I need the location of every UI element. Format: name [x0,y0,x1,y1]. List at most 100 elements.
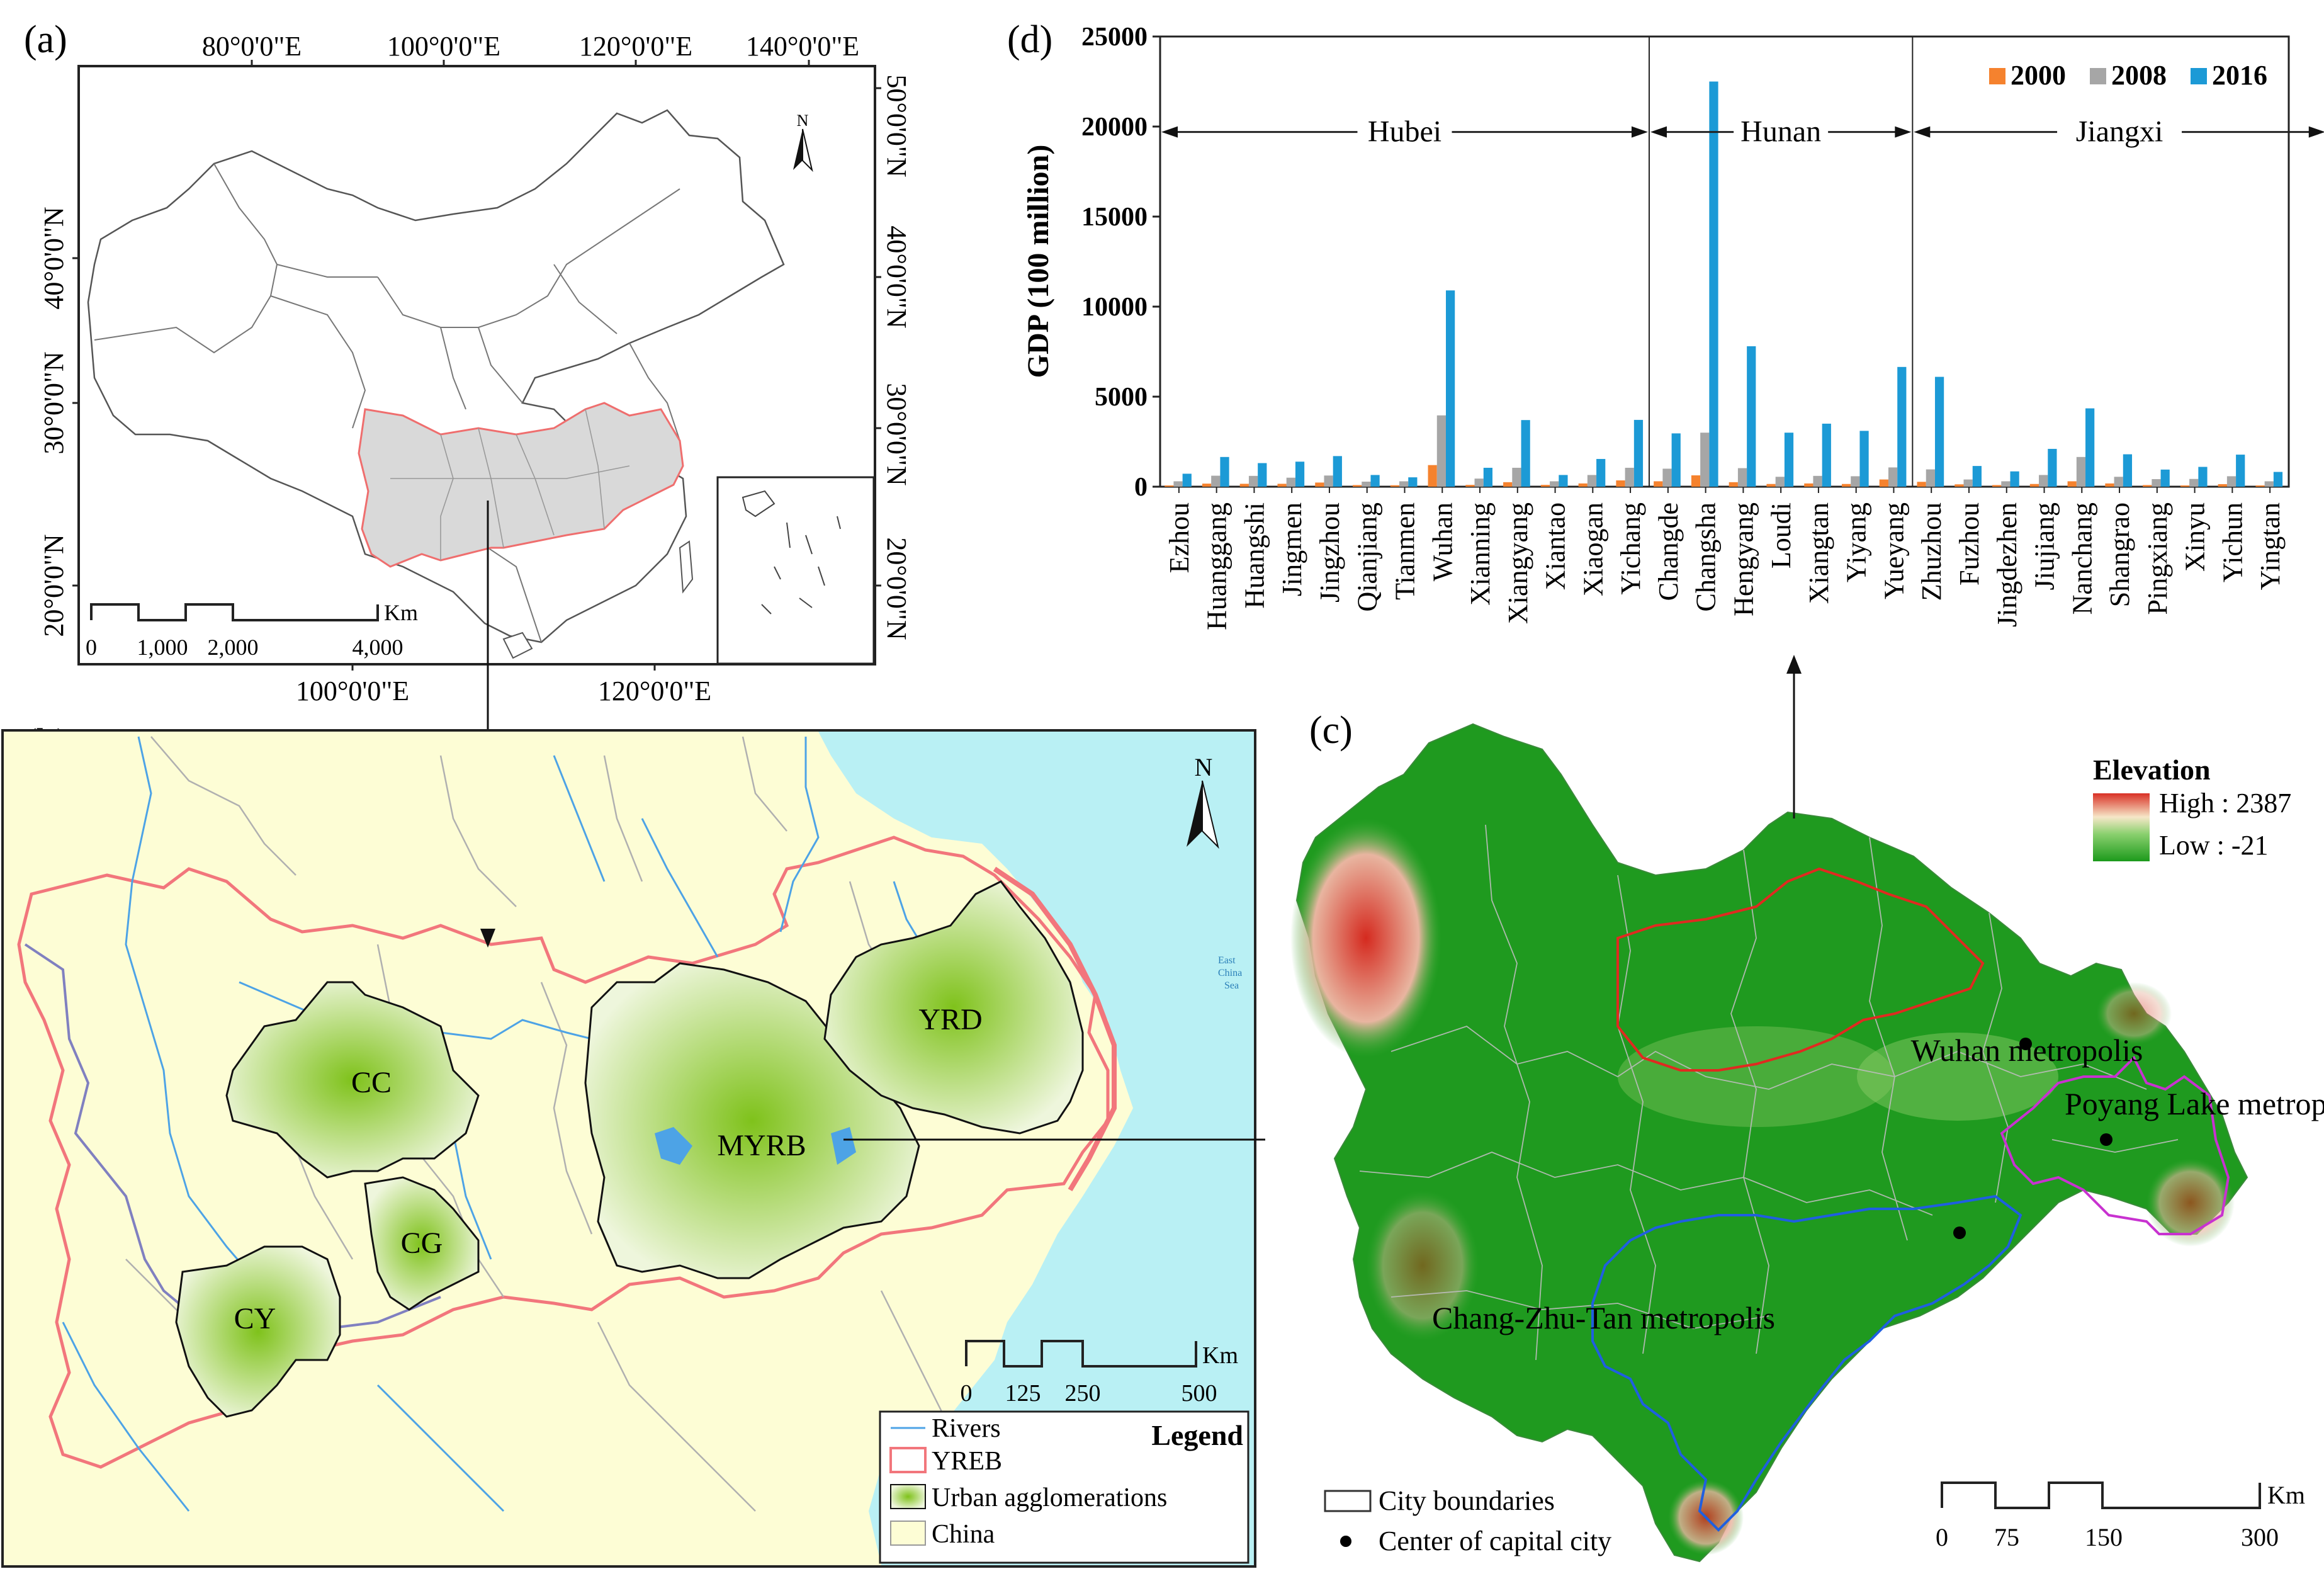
bar-yingtan-2000 [2255,485,2265,487]
bar-changsha-2000 [1691,475,1701,487]
bar-yichang-2000 [1616,480,1625,487]
bar-tianmen-2008 [1399,481,1409,487]
bar-xianning-2016 [1483,467,1492,487]
bar-hengyang-2008 [1737,468,1747,487]
legend-swatch-2008 [2090,68,2106,84]
lon-label-top-4: 140°0'0"E [746,31,859,62]
metro-label-wuhan: Wuhan metropolis [1911,1033,2143,1068]
agglomeration-yrd [823,880,1084,1135]
bar-xiangyang-2016 [1521,420,1530,487]
bar-fuzhou-2016 [1972,466,1982,487]
legend-label-2000: 2000 [2011,60,2066,91]
bar-xiangyang-2000 [1503,482,1513,487]
czt-metropolis-boundary [1591,1194,2022,1532]
scale-bar-a [90,603,379,621]
wuhan-metropolis-boundary [1616,867,1985,1072]
metro-label-czt: Chang-Zhu-Tan metropolis [1432,1300,1775,1335]
legend-b [879,1410,1249,1564]
province-label-bg [1734,113,1829,151]
x-tick-label: Jingzhou [1314,502,1345,603]
x-tick-label: Hengyang [1728,502,1759,616]
scale-tick-c-1: 0 [1936,1523,1948,1551]
panel-c-map: Wuhan metropolis Poyang Lake metropolis … [1290,699,2324,1563]
bar-huanggang-2016 [1220,456,1229,487]
scale-tick-c-4: 300 [2241,1523,2279,1551]
scale-tick-a-3: 2,000 [208,635,259,660]
agglomeration-cy [175,1245,341,1418]
x-tick-label: Xianning [1465,502,1496,606]
scale-tick-b-4: 500 [1182,1380,1217,1407]
legend-b-item-china: China [932,1520,995,1549]
elevation-title: Elevation [2093,754,2211,786]
bar-xiaogan-2000 [1578,483,1588,487]
legend-c-capital-center: Center of capital city [1379,1526,1611,1556]
legend-b-item-rivers: Rivers [932,1414,1001,1443]
bar-pingxiang-2008 [2152,479,2161,487]
bar-tianmen-2000 [1390,485,1400,487]
bar-xinyu-2016 [2198,467,2208,487]
x-tick-label: Huangshi [1239,502,1270,609]
x-tick-label: Wuhan [1427,502,1458,581]
north-label-b: N [1195,753,1213,781]
bar-yiyang-2008 [1851,476,1860,487]
bar-yichun-2016 [2236,455,2245,487]
scale-tick-c-2: 75 [1994,1523,2019,1551]
x-tick-label: Xinyu [2180,502,2211,572]
bar-xiantao-2008 [1550,481,1559,487]
y-tick-label: 20000 [1081,113,1148,142]
bar-yueyang-2000 [1879,479,1888,487]
panel-a-map: 80°0'0"E 100°0'0"E 120°0'0"E 140°0'0"E 1… [38,31,912,730]
sea-label-2: China [1218,968,1242,978]
bar-xiantao-2000 [1540,485,1550,487]
lat-label-right-1: 50°0'0"N [881,74,912,177]
bar-jingdezhen-2008 [2001,481,2011,487]
bar-wuhan-2000 [1428,465,1437,487]
bar-huanggang-2008 [1211,475,1221,487]
bar-jingmen-2000 [1277,484,1287,487]
x-tick-label: Pingxiang [2142,502,2173,615]
bar-qianjiang-2000 [1353,485,1362,487]
x-tick-label: Huanggang [1202,502,1233,630]
x-tick-label: Qianjiang [1352,502,1383,612]
bar-xiangtan-2008 [1813,475,1822,487]
scale-unit-c: Km [2267,1481,2305,1509]
y-tick-label: 25000 [1081,23,1148,52]
lat-label-right-2: 40°0'0"N [881,225,912,328]
bar-tianmen-2016 [1408,477,1418,487]
bar-shangrao-2016 [2123,454,2133,487]
legend-b-title: Legend [1151,1419,1243,1451]
x-tick-label: Yueyang [1878,502,1909,599]
x-tick-label: Xiaogan [1577,502,1608,596]
bar-zhuzhou-2000 [1917,482,1926,487]
scale-unit-a: Km [384,600,418,625]
lon-label-bottom-1: 100°0'0"E [296,676,409,706]
x-tick-label: Tianmen [1389,502,1420,600]
bar-jingzhou-2008 [1324,475,1333,487]
x-tick-label: Loudi [1766,502,1797,569]
lat-label-left-3: 20°0'0"N [38,534,69,637]
legend-label-2016: 2016 [2212,60,2267,91]
bar-hengyang-2016 [1747,346,1756,487]
province-label-bg [1357,113,1452,151]
bar-jiujiang-2016 [2048,448,2057,487]
bar-jingzhou-2000 [1315,482,1324,487]
bar-changde-2008 [1662,468,1672,487]
bar-nanchang-2008 [2076,456,2086,487]
scale-tick-a-2: 1,000 [137,635,188,660]
x-tick-label: Xiantao [1540,502,1571,590]
elevation-ramp [2093,793,2150,861]
bar-ezhou-2008 [1173,481,1183,487]
bar-shangrao-2008 [2114,477,2123,487]
north-arrow-icon-a [793,128,813,173]
legend-swatch-2016 [2191,68,2207,84]
x-tick-label: Jiujiang [2029,502,2060,590]
x-tick-label: Zhuzhou [1916,502,1947,601]
sea-label-3: Sea [1224,980,1239,991]
bar-jiujiang-2000 [2029,484,2039,487]
bar-yichun-2000 [2218,484,2227,487]
bar-xiaogan-2016 [1596,458,1606,487]
sea-label-1: East [1218,955,1236,966]
lon-label-top-1: 80°0'0"E [202,31,302,62]
capital-center-wuhan [2019,1038,2032,1050]
bar-xiangyang-2008 [1512,467,1521,487]
